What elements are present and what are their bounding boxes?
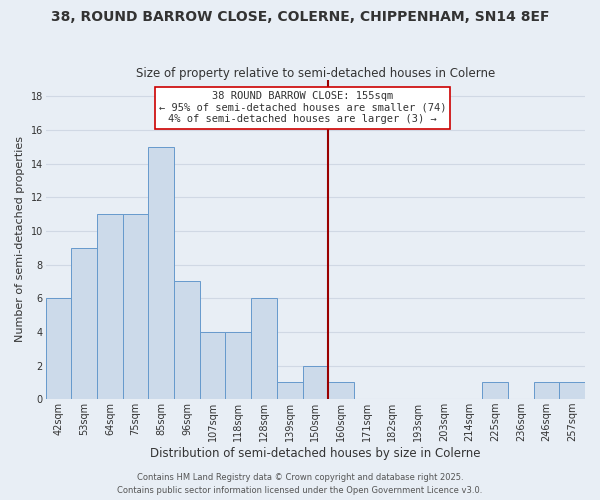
Bar	[123, 214, 148, 399]
Text: 38, ROUND BARROW CLOSE, COLERNE, CHIPPENHAM, SN14 8EF: 38, ROUND BARROW CLOSE, COLERNE, CHIPPEN…	[51, 10, 549, 24]
Text: 38 ROUND BARROW CLOSE: 155sqm
← 95% of semi-detached houses are smaller (74)
4% : 38 ROUND BARROW CLOSE: 155sqm ← 95% of s…	[159, 92, 446, 124]
Bar	[174, 282, 200, 399]
Bar	[148, 147, 174, 399]
Bar	[533, 382, 559, 399]
Title: Size of property relative to semi-detached houses in Colerne: Size of property relative to semi-detach…	[136, 66, 495, 80]
Bar	[482, 382, 508, 399]
Bar	[97, 214, 123, 399]
Bar	[302, 366, 328, 399]
Bar	[559, 382, 585, 399]
Y-axis label: Number of semi-detached properties: Number of semi-detached properties	[15, 136, 25, 342]
Bar	[71, 248, 97, 399]
Bar	[200, 332, 226, 399]
Bar	[251, 298, 277, 399]
Text: Contains HM Land Registry data © Crown copyright and database right 2025.
Contai: Contains HM Land Registry data © Crown c…	[118, 474, 482, 495]
Bar	[226, 332, 251, 399]
Bar	[328, 382, 354, 399]
Bar	[46, 298, 71, 399]
Bar	[277, 382, 302, 399]
X-axis label: Distribution of semi-detached houses by size in Colerne: Distribution of semi-detached houses by …	[150, 447, 481, 460]
